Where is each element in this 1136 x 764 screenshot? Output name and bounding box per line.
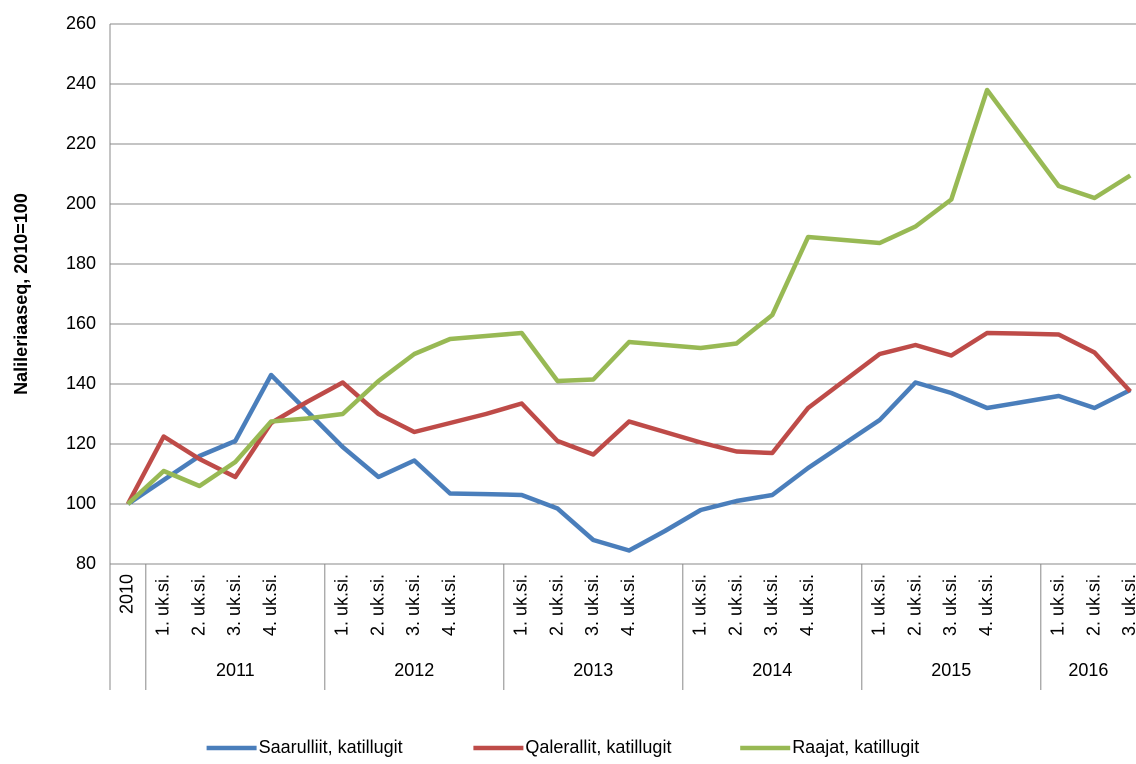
x-group-label: 2014	[752, 660, 792, 680]
x-tick-label: 1. uk.si.	[331, 574, 351, 636]
x-group-label: 2012	[394, 660, 434, 680]
y-tick-label: 80	[76, 553, 96, 573]
x-group-label: 2011	[216, 660, 255, 680]
x-tick-label: 1. uk.si.	[1047, 574, 1067, 636]
x-tick-label: 4. uk.si.	[618, 574, 638, 636]
x-tick-label: 2010	[117, 574, 137, 614]
y-tick-label: 120	[66, 433, 96, 453]
y-tick-label: 200	[66, 193, 96, 213]
legend-label: Saarulliit, katillugit	[259, 737, 403, 757]
x-group-label: 2015	[931, 660, 971, 680]
x-tick-label: 2. uk.si.	[188, 574, 208, 636]
y-tick-label: 160	[66, 313, 96, 333]
x-tick-label: 2. uk.si.	[1083, 574, 1103, 636]
x-tick-label: 1. uk.si.	[689, 574, 709, 636]
y-tick-label: 240	[66, 73, 96, 93]
legend-label: Raajat, katillugit	[792, 737, 919, 757]
x-tick-label: 3. uk.si.	[403, 574, 423, 636]
x-tick-label: 4. uk.si.	[260, 574, 280, 636]
y-tick-label: 140	[66, 373, 96, 393]
x-tick-label: 1. uk.si.	[868, 574, 888, 636]
x-tick-label: 3. uk.si.	[582, 574, 602, 636]
data-line	[126, 372, 1132, 553]
x-tick-label: 4. uk.si.	[976, 574, 996, 636]
x-tick-label: 3. uk.si.	[1119, 574, 1136, 636]
data-line	[125, 330, 1132, 506]
x-tick-label: 3. uk.si.	[224, 574, 244, 636]
legend: Saarulliit, katillugit Qalerallit, katill…	[206, 737, 919, 757]
x-tick-label: 2. uk.si.	[725, 574, 745, 636]
x-tick-label: 3. uk.si.	[940, 574, 960, 636]
y-tick-label: 100	[66, 493, 96, 513]
y-tick-label: 180	[66, 253, 96, 273]
x-tick-label: 3. uk.si.	[761, 574, 781, 636]
legend-label: Qalerallit, katillugit	[525, 737, 671, 757]
x-tick-label: 2. uk.si.	[904, 574, 924, 636]
y-axis-title: Nalileriaaseq, 2010=100	[11, 193, 31, 395]
x-tick-label: 1. uk.si.	[510, 574, 530, 636]
y-tick-label: 260	[66, 13, 96, 33]
x-group-label: 2013	[573, 660, 613, 680]
data-line	[126, 87, 1132, 506]
x-tick-label: 2. uk.si.	[546, 574, 566, 636]
x-group-label: 2016	[1068, 660, 1108, 680]
x-tick-label: 2. uk.si.	[367, 574, 387, 636]
x-tick-label: 1. uk.si.	[152, 574, 172, 636]
x-tick-label: 4. uk.si.	[797, 574, 817, 636]
y-tick-label: 220	[66, 133, 96, 153]
x-tick-label: 4. uk.si.	[439, 574, 459, 636]
